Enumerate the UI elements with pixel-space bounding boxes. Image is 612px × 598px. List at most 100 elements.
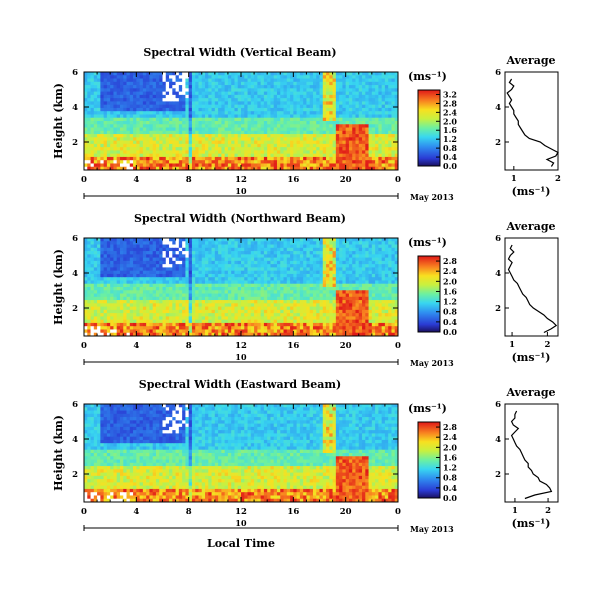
- heatmap-cell: [208, 244, 212, 249]
- heatmap-cell: [155, 147, 160, 151]
- heatmap-cell: [378, 150, 383, 155]
- heatmap-cell: [162, 150, 167, 155]
- heatmap-cell: [208, 166, 212, 171]
- heatmap-cell: [394, 277, 399, 281]
- heatmap-cell: [159, 114, 163, 119]
- heatmap-cell: [208, 156, 212, 161]
- heatmap-cell: [254, 88, 258, 92]
- heatmap-cell: [322, 166, 327, 171]
- heatmap-cell: [123, 104, 127, 109]
- heatmap-cell: [136, 81, 140, 86]
- heatmap-cell: [129, 290, 134, 294]
- heatmap-cell: [106, 153, 111, 158]
- heatmap-cell: [234, 98, 239, 102]
- heatmap-cell: [326, 290, 330, 294]
- heatmap-cell: [221, 156, 226, 161]
- heatmap-cell: [214, 254, 219, 258]
- heatmap-cell: [368, 143, 373, 148]
- heatmap-cell: [260, 117, 265, 122]
- heatmap-cell: [335, 160, 340, 164]
- heatmap-cell: [345, 111, 350, 115]
- heatmap-cell: [280, 267, 284, 272]
- heatmap-cell: [250, 150, 255, 155]
- heatmap-cell: [260, 254, 265, 258]
- heatmap-cell: [286, 114, 291, 119]
- heatmap-cell: [106, 140, 111, 145]
- heatmap-cell: [244, 150, 248, 155]
- heatmap-cell: [185, 296, 190, 301]
- heatmap-cell: [339, 140, 343, 145]
- heatmap-cell: [185, 78, 190, 83]
- heatmap-cell: [159, 156, 163, 161]
- heatmap-cell: [84, 241, 88, 245]
- heatmap-cell: [214, 273, 219, 278]
- heatmap-cell: [254, 273, 258, 278]
- heatmap-cell: [362, 117, 366, 122]
- heatmap-cell: [113, 134, 118, 138]
- heatmap-cell: [175, 94, 180, 99]
- heatmap-cell: [188, 111, 193, 115]
- heatmap-cell: [283, 277, 288, 281]
- heatmap-cell: [136, 287, 140, 291]
- heatmap-cell: [93, 251, 98, 255]
- heatmap-cell: [116, 303, 121, 307]
- heatmap-cell: [218, 88, 222, 92]
- heatmap-cell: [276, 303, 281, 307]
- heatmap-cell: [211, 300, 216, 304]
- heatmap-cell: [293, 140, 297, 145]
- heatmap-cell: [280, 163, 284, 168]
- heatmap-cell: [182, 296, 186, 301]
- heatmap-cell: [352, 273, 356, 278]
- heatmap-cell: [260, 287, 265, 291]
- heatmap-cell: [326, 81, 330, 86]
- heatmap-cell: [244, 290, 248, 294]
- heatmap-cell: [142, 72, 147, 76]
- heatmap-cell: [227, 81, 232, 86]
- heatmap-cell: [250, 300, 255, 304]
- heatmap-cell: [123, 270, 127, 275]
- heatmap-cell: [316, 156, 320, 161]
- heatmap-cell: [126, 287, 131, 291]
- heatmap-cell: [106, 88, 111, 92]
- heatmap-cell: [90, 127, 95, 132]
- heatmap-cell: [146, 127, 150, 132]
- heatmap-cell: [244, 111, 248, 115]
- heatmap-cell: [316, 254, 320, 258]
- heatmap-cell: [286, 117, 291, 122]
- heatmap-cell: [332, 254, 337, 258]
- heatmap-cell: [165, 247, 170, 252]
- heatmap-cell: [214, 85, 219, 89]
- heatmap-cell: [335, 153, 340, 158]
- heatmap-cell: [172, 251, 176, 255]
- heatmap-cell: [119, 137, 124, 141]
- heatmap-cell: [260, 81, 265, 86]
- heatmap-cell: [345, 247, 350, 252]
- heatmap-cell: [319, 277, 324, 281]
- heatmap-cell: [391, 88, 396, 92]
- heatmap-cell: [152, 264, 157, 268]
- heatmap-cell: [185, 160, 190, 164]
- heatmap-cell: [375, 98, 379, 102]
- heatmap-cell: [332, 293, 337, 298]
- heatmap-cell: [381, 296, 386, 301]
- heatmap-cell: [280, 160, 284, 164]
- heatmap-cell: [169, 88, 173, 92]
- heatmap-cell: [247, 91, 252, 96]
- heatmap-cell: [244, 247, 248, 252]
- heatmap-cell: [211, 130, 216, 135]
- heatmap-cell: [276, 296, 281, 301]
- heatmap-cell: [205, 94, 209, 99]
- heatmap-cell: [155, 117, 160, 122]
- heatmap-cell: [224, 150, 229, 155]
- heatmap-cell: [345, 267, 350, 272]
- heatmap-cell: [260, 257, 265, 262]
- heatmap-cell: [172, 153, 176, 158]
- heatmap-cell: [332, 238, 337, 242]
- heatmap-cell: [244, 287, 248, 291]
- heatmap-cell: [329, 117, 333, 122]
- heatmap-cell: [155, 277, 160, 281]
- heatmap-cell: [345, 75, 350, 79]
- heatmap-cell: [165, 283, 170, 288]
- heatmap-cell: [100, 98, 105, 102]
- heatmap-cell: [93, 117, 98, 122]
